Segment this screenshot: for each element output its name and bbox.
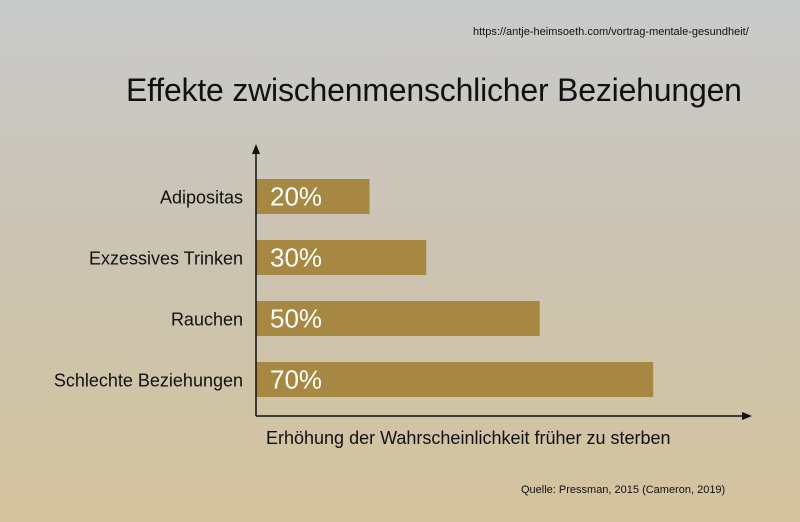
bar-value-label: 20% [270,182,322,212]
category-label: Rauchen [171,310,243,330]
bar-value-label: 70% [270,365,322,395]
category-label: Schlechte Beziehungen [54,371,243,391]
x-axis-label: Erhöhung der Wahrscheinlichkeit früher z… [266,428,671,448]
bar-value-label: 50% [270,304,322,334]
source-credit: Quelle: Pressman, 2015 (Cameron, 2019) [521,484,726,496]
bar-4 [256,362,654,397]
chart-title: Effekte zwischenmenschlicher Beziehungen [126,72,742,108]
category-label: Adipositas [160,188,243,208]
x-axis-arrow-icon [742,412,752,420]
bar-3 [256,301,540,336]
bar-1 [256,179,370,214]
source-url: https://antje-heimsoeth.com/vortrag-ment… [473,26,749,38]
bar-value-label: 30% [270,243,322,273]
bar-2 [256,240,427,275]
y-axis-arrow-icon [252,144,260,154]
category-label: Exzessives Trinken [89,249,243,269]
